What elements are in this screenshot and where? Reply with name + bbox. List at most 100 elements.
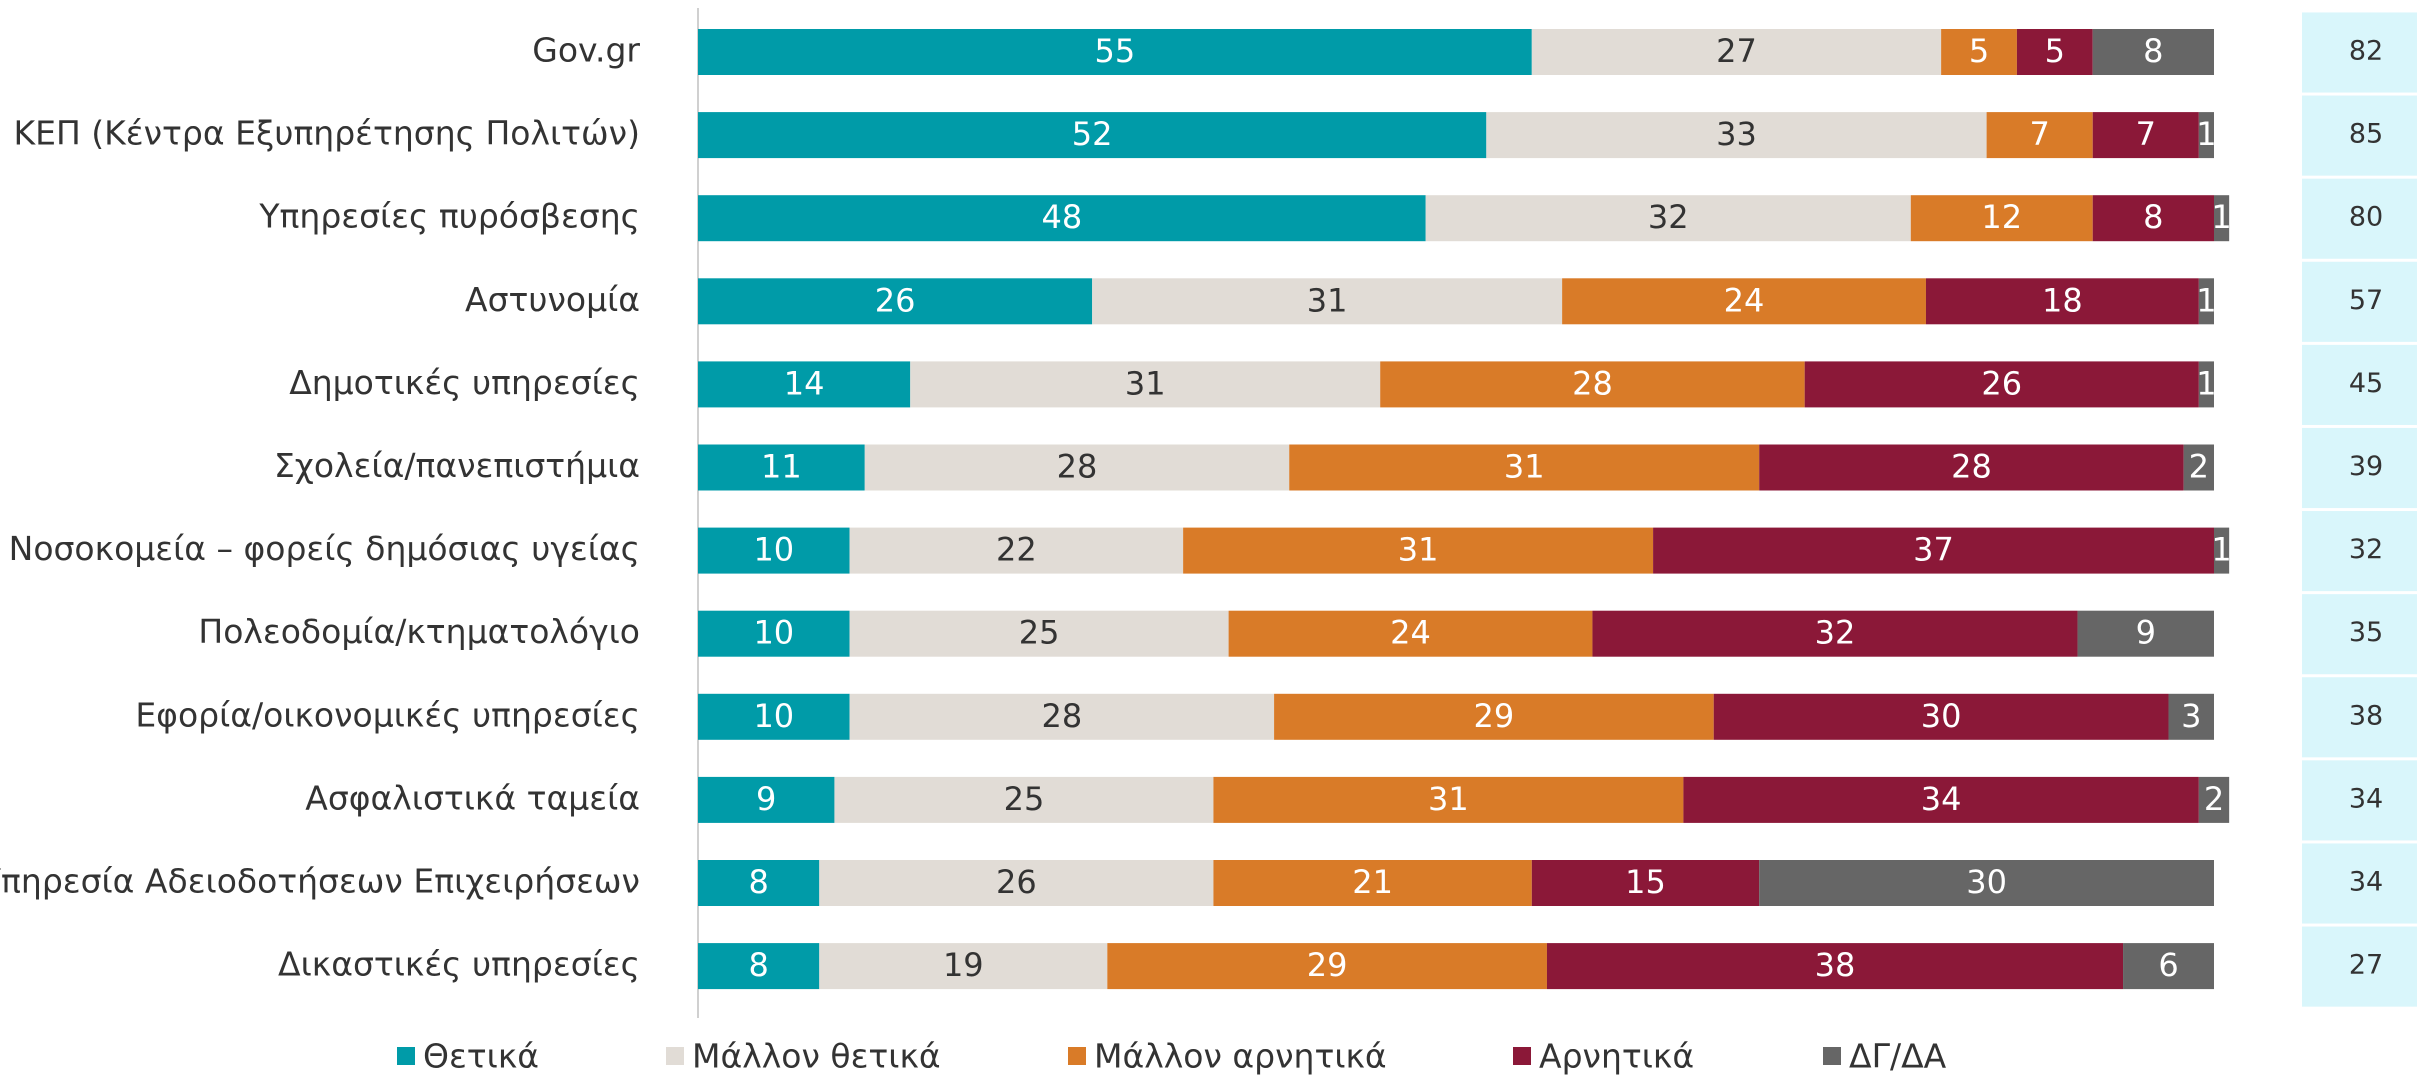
bar-segment	[864, 444, 1290, 491]
data-label: 31	[1428, 780, 1469, 818]
data-label: 5	[1969, 32, 1989, 70]
bar-segment	[698, 693, 850, 740]
bar-segment	[1228, 610, 1593, 657]
category-label: Υπηρεσία Αδειοδοτήσεων Επιχειρήσεων	[0, 862, 640, 901]
legend-label: Θετικά	[423, 1037, 539, 1076]
bar-segment	[698, 776, 835, 823]
category-label: Δικαστικές υπηρεσίες	[278, 945, 640, 984]
bar-segment	[1486, 112, 1987, 159]
data-label: 55	[1095, 32, 1136, 70]
bar-segment	[2183, 444, 2214, 491]
data-label: 7	[2029, 115, 2049, 153]
legend-label: Μάλλον αρνητικά	[1094, 1037, 1387, 1076]
bar-segment	[1941, 29, 2017, 75]
data-label: 30	[1921, 697, 1962, 735]
legend-swatch	[1823, 1047, 1841, 1065]
data-label: 28	[1041, 697, 1082, 735]
data-label: 25	[1004, 780, 1045, 818]
data-label: 28	[1057, 448, 1098, 486]
total-value: 27	[2349, 950, 2383, 981]
data-label: 10	[753, 697, 794, 735]
data-label: 19	[943, 946, 984, 984]
data-label: 31	[1504, 448, 1545, 486]
total-value: 80	[2349, 202, 2383, 233]
legend-label: ΔΓ/ΔΑ	[1849, 1037, 1947, 1076]
data-label: 6	[2158, 946, 2178, 984]
bar-segment	[1683, 776, 2199, 823]
bar-segment	[2077, 610, 2214, 657]
bar-segment	[1592, 610, 2078, 657]
data-label: 5	[2045, 32, 2065, 70]
bar-segment	[1986, 112, 2093, 159]
data-label: 26	[875, 281, 916, 319]
bar-segment	[698, 195, 1426, 242]
data-label: 24	[1390, 614, 1431, 652]
data-label: 14	[784, 364, 825, 402]
data-label: 29	[1474, 697, 1515, 735]
bar-segment	[698, 860, 820, 906]
category-label: Υπηρεσίες πυρόσβεσης	[258, 197, 640, 236]
bar-segment	[849, 693, 1275, 740]
total-cell	[2302, 261, 2417, 342]
bar-segment	[1092, 278, 1563, 325]
bar-segment	[2016, 29, 2093, 75]
data-label: 9	[756, 780, 776, 818]
legend-swatch	[1513, 1047, 1531, 1065]
total-cell	[2302, 926, 2417, 1007]
data-label: 31	[1307, 281, 1348, 319]
data-label: 10	[753, 531, 794, 569]
category-label: ΚΕΠ (Κέντρα Εξυπηρέτησης Πολιτών)	[13, 114, 640, 153]
bar-segment	[2198, 361, 2214, 408]
total-value: 39	[2349, 451, 2383, 482]
data-label: 1	[2196, 281, 2216, 319]
bar-segment	[1213, 776, 1684, 823]
category-label: Gov.gr	[532, 31, 640, 70]
data-label: 24	[1724, 281, 1765, 319]
bar-segment	[1759, 444, 2184, 491]
data-label: 31	[1398, 531, 1439, 569]
category-label: Αστυνομία	[465, 280, 640, 319]
data-label: 1	[2211, 198, 2231, 236]
legend-label: Αρνητικά	[1539, 1037, 1694, 1076]
total-cell	[2302, 677, 2417, 758]
bar-segment	[849, 527, 1184, 574]
bar-segment	[698, 444, 865, 491]
bar-segment	[2214, 195, 2230, 242]
bar-segment	[1804, 361, 2199, 408]
bar-segment	[910, 361, 1381, 408]
data-label: 33	[1716, 115, 1757, 153]
category-label: Εφορία/οικονομικές υπηρεσίες	[135, 695, 640, 734]
total-cell	[2302, 760, 2417, 841]
data-label: 37	[1913, 531, 1954, 569]
data-label: 30	[1966, 863, 2007, 901]
total-value: 82	[2349, 36, 2383, 67]
bar-segment	[1183, 527, 1654, 574]
data-label: 7	[2136, 115, 2156, 153]
bar-segment	[1925, 278, 2199, 325]
total-value: 34	[2349, 783, 2383, 814]
total-value: 38	[2349, 700, 2383, 731]
category-label: Νοσοκομεία – φορείς δημόσιας υγείας	[9, 529, 640, 568]
data-label: 32	[1648, 198, 1689, 236]
data-label: 21	[1352, 863, 1393, 901]
total-value: 57	[2349, 285, 2383, 316]
bar-segment	[2198, 776, 2230, 823]
bar-segment	[1531, 29, 1942, 75]
data-label: 2	[2204, 780, 2224, 818]
bar-segment	[834, 776, 1214, 823]
total-value: 34	[2349, 867, 2383, 898]
bar-segment	[698, 29, 1532, 75]
total-cell	[2302, 843, 2417, 924]
bar-segment	[1759, 860, 2214, 906]
bar-segment	[698, 527, 850, 574]
data-label: 31	[1125, 364, 1166, 402]
total-cell	[2302, 511, 2417, 592]
data-label: 34	[1921, 780, 1962, 818]
data-label: 15	[1625, 863, 1666, 901]
total-cell	[2302, 178, 2417, 259]
bar-segment	[1910, 195, 2093, 242]
data-label: 28	[1951, 448, 1992, 486]
legend-label: Μάλλον θετικά	[692, 1037, 941, 1076]
bar-segment	[2214, 527, 2230, 574]
